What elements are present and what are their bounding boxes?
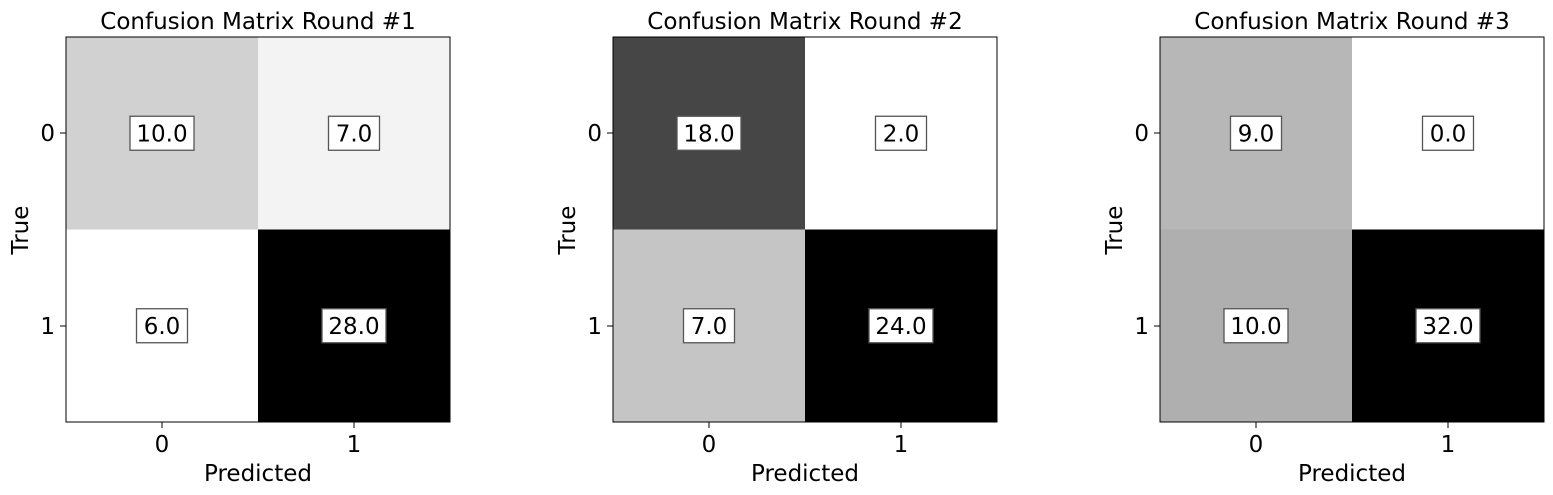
x-tick-label: 0 [702,432,717,458]
confusion-matrix-panel-3: Confusion Matrix Round #3 9.0 0.0 10.0 32.0… [1094,0,1553,495]
value-label-box [682,308,736,344]
value-label: 7.0 [336,121,373,147]
confusion-matrix-panel-1: Confusion Matrix Round #1 10.0 7.0 6.0 28.0… [0,0,520,495]
x-axis: 0 1 Predicted [155,422,362,487]
value-label: 9.0 [1238,121,1275,147]
confusion-matrix-panel-2: Confusion Matrix Round #2 18.0 2.0 7.0 24.0… [547,0,1067,495]
y-axis: 0 1 True [555,121,613,340]
x-axis: 0 1 Predicted [1249,422,1456,487]
y-tick-label: 0 [587,121,602,147]
chart-title: Confusion Matrix Round #1 [100,9,415,35]
x-axis: 0 1 Predicted [702,422,909,487]
value-label-box [135,308,189,344]
value-label-box [1223,308,1289,344]
value-label: 6.0 [144,314,181,340]
value-label: 32.0 [1422,314,1473,340]
x-axis-label: Predicted [204,461,312,487]
value-label-box [129,115,195,151]
value-label-box [327,115,381,151]
x-axis-label: Predicted [1298,461,1406,487]
value-label-box [1415,308,1481,344]
y-axis: 0 1 True [1102,121,1160,340]
value-label: 10.0 [1230,314,1281,340]
value-label: 10.0 [136,121,187,147]
value-label-box [874,115,928,151]
heatmap-chart-2: Confusion Matrix Round #2 18.0 2.0 7.0 24.0… [555,9,998,487]
plot-frame [612,36,998,423]
y-axis-label: True [8,206,34,256]
x-axis-label: Predicted [751,461,859,487]
heatmap-chart-3: Confusion Matrix Round #3 9.0 0.0 10.0 32.0… [1102,9,1545,487]
y-tick-label: 1 [40,314,55,340]
x-tick-label: 1 [894,432,909,458]
value-label-box [676,115,742,151]
chart-title: Confusion Matrix Round #2 [647,9,962,35]
value-label: 2.0 [883,121,920,147]
x-tick-label: 0 [1249,432,1264,458]
x-tick-label: 0 [155,432,170,458]
value-label: 28.0 [328,314,379,340]
plot-frame [1159,36,1545,423]
value-label: 24.0 [875,314,926,340]
y-tick-label: 1 [1134,314,1149,340]
x-tick-label: 1 [1441,432,1456,458]
y-tick-label: 0 [40,121,55,147]
value-label: 18.0 [683,121,734,147]
value-label-box [321,308,387,344]
value-label: 7.0 [691,314,728,340]
y-tick-label: 1 [587,314,602,340]
y-axis-label: True [1102,206,1128,256]
value-label-box [868,308,934,344]
value-label-box [1421,115,1475,151]
heatmap-chart-1: Confusion Matrix Round #1 10.0 7.0 6.0 28.0… [8,9,451,487]
y-axis: 0 1 True [8,121,66,340]
value-label: 0.0 [1430,121,1467,147]
x-tick-label: 1 [347,432,362,458]
y-tick-label: 0 [1134,121,1149,147]
value-label-box [1229,115,1283,151]
y-axis-label: True [555,206,581,256]
plot-frame [65,36,451,423]
chart-title: Confusion Matrix Round #3 [1194,9,1509,35]
